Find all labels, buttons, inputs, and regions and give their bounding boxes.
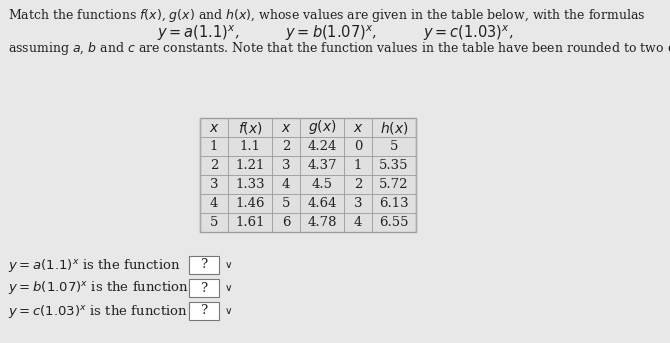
Text: 6.13: 6.13 — [379, 197, 409, 210]
Text: $y = a(1.1)^{x}$,          $y = b(1.07)^{x}$,          $y = c(1.03)^{x}$,: $y = a(1.1)^{x}$, $y = b(1.07)^{x}$, $y … — [157, 23, 513, 43]
Text: 2: 2 — [354, 178, 362, 191]
Text: 1.1: 1.1 — [239, 140, 261, 153]
Text: ?: ? — [200, 305, 208, 318]
Text: $y = b(1.07)^{x}$ is the function: $y = b(1.07)^{x}$ is the function — [8, 280, 189, 296]
Text: 4.78: 4.78 — [308, 216, 337, 229]
Text: 4.24: 4.24 — [308, 140, 337, 153]
Text: 3: 3 — [354, 197, 362, 210]
Text: ?: ? — [200, 259, 208, 272]
Text: $g(x)$: $g(x)$ — [308, 118, 336, 137]
Text: 6.55: 6.55 — [379, 216, 409, 229]
Text: $\vee$: $\vee$ — [224, 283, 232, 293]
Text: 3: 3 — [282, 159, 290, 172]
Text: 3: 3 — [210, 178, 218, 191]
Text: $y = c(1.03)^{x}$ is the function: $y = c(1.03)^{x}$ is the function — [8, 303, 188, 319]
Text: assuming $a$, $b$ and $c$ are constants. Note that the function values in the ta: assuming $a$, $b$ and $c$ are constants.… — [8, 40, 670, 57]
Text: $x$: $x$ — [208, 120, 219, 134]
Text: 1: 1 — [354, 159, 362, 172]
Text: $x$: $x$ — [352, 120, 363, 134]
Text: 4.64: 4.64 — [308, 197, 337, 210]
Text: 1.46: 1.46 — [235, 197, 265, 210]
Text: 2: 2 — [282, 140, 290, 153]
Text: ?: ? — [200, 282, 208, 295]
Text: 4.37: 4.37 — [307, 159, 337, 172]
Text: 2: 2 — [210, 159, 218, 172]
Text: $x$: $x$ — [281, 120, 291, 134]
FancyBboxPatch shape — [200, 118, 416, 232]
FancyBboxPatch shape — [189, 302, 219, 320]
Text: 6: 6 — [282, 216, 290, 229]
Text: 1.33: 1.33 — [235, 178, 265, 191]
Text: $\vee$: $\vee$ — [224, 306, 232, 316]
Text: 5.35: 5.35 — [379, 159, 409, 172]
Text: 5: 5 — [210, 216, 218, 229]
Text: $f(x)$: $f(x)$ — [238, 119, 263, 135]
Text: 1.61: 1.61 — [235, 216, 265, 229]
FancyBboxPatch shape — [189, 279, 219, 297]
Text: 4: 4 — [282, 178, 290, 191]
Text: 1: 1 — [210, 140, 218, 153]
Text: Match the functions $f(x)$, $g(x)$ and $h(x)$, whose values are given in the tab: Match the functions $f(x)$, $g(x)$ and $… — [8, 7, 645, 24]
Text: $y = a(1.1)^{x}$ is the function: $y = a(1.1)^{x}$ is the function — [8, 257, 180, 273]
Text: $\vee$: $\vee$ — [224, 260, 232, 270]
Text: $h(x)$: $h(x)$ — [380, 119, 408, 135]
Text: 5: 5 — [282, 197, 290, 210]
FancyBboxPatch shape — [189, 256, 219, 274]
Text: 4.5: 4.5 — [312, 178, 332, 191]
Text: 5: 5 — [390, 140, 398, 153]
Text: 4: 4 — [354, 216, 362, 229]
Text: 1.21: 1.21 — [235, 159, 265, 172]
Text: 0: 0 — [354, 140, 362, 153]
Text: 4: 4 — [210, 197, 218, 210]
Text: 5.72: 5.72 — [379, 178, 409, 191]
